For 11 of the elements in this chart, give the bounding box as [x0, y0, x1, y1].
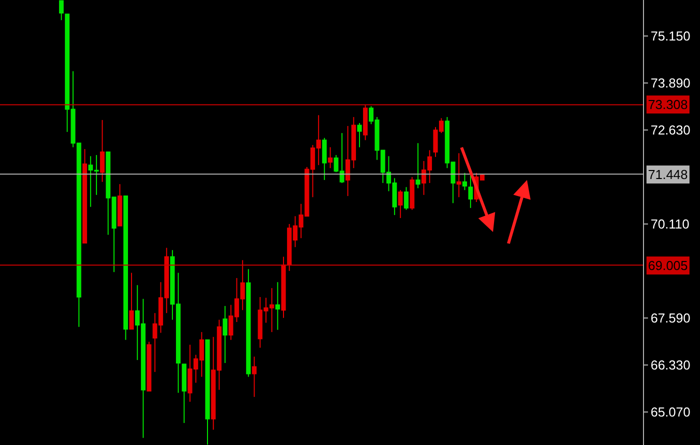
y-tick-label: 66.330	[650, 357, 690, 372]
ref-line-label: 71.448	[648, 167, 688, 182]
ref-line-label: 69.005	[648, 258, 688, 273]
ref-line-label: 73.308	[648, 97, 688, 112]
y-tick-label: 67.590	[650, 310, 690, 326]
y-tick-label: 75.150	[650, 28, 690, 44]
y-tick-label: 73.890	[650, 76, 690, 91]
candlestick	[357, 122, 362, 148]
y-tick-label: 65.070	[650, 404, 690, 420]
y-tick-label: 70.110	[650, 216, 690, 232]
y-tick-label: 72.630	[650, 122, 690, 138]
